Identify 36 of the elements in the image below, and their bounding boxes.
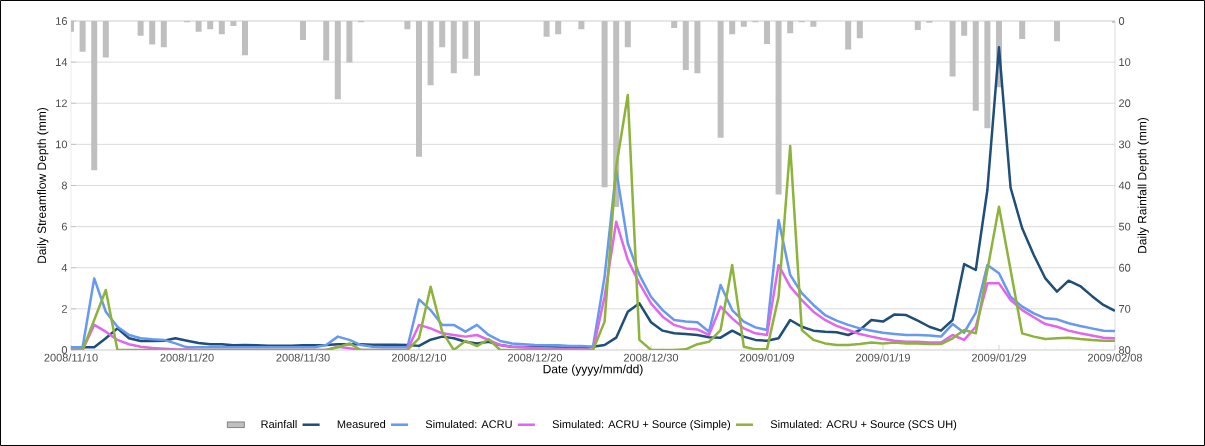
y-tick-label: 16 — [56, 17, 67, 25]
legend-label: Simulated: ACRU + Source (SCS UH) — [770, 419, 957, 431]
y2-tick-label: 50 — [1118, 222, 1131, 231]
y-tick-label: 8 — [61, 181, 67, 190]
y-tick-label: 12 — [56, 99, 67, 108]
y2-tick-label: 60 — [1119, 263, 1131, 272]
y2-tick-label: 10 — [1119, 58, 1131, 67]
x-tick-label: 2008/11/10 — [44, 353, 98, 362]
x-tick-label: 2008/12/10 — [392, 353, 447, 362]
x-tick-label: 2009/02/08 — [1088, 353, 1143, 362]
y-tick-label: 4 — [61, 263, 68, 272]
y-tick-label: 2 — [61, 305, 67, 313]
y2-tick-label: 70 — [1119, 304, 1131, 313]
x-tick-label: 2009/01/29 — [972, 353, 1026, 362]
y2-tick-label: 20 — [1119, 99, 1131, 108]
y-tick-label: 6 — [61, 222, 67, 231]
x-axis-title: Date (yyyy/mm/dd) — [543, 364, 643, 376]
y-axis-title: Daily Streamflow Depth (mm) — [37, 107, 49, 263]
legend-label: Rainfall — [261, 419, 297, 429]
y2-tick-label: 40 — [1118, 181, 1131, 190]
y2-tick-label: 30 — [1118, 140, 1131, 149]
y-tick-label: 0 — [61, 346, 68, 354]
y-tick-label: 10 — [56, 140, 68, 149]
x-tick-label: 2008/11/30 — [276, 353, 330, 362]
y-tick-label: 14 — [56, 58, 68, 66]
legend-label: Measured — [337, 419, 386, 429]
x-tick-label: 2008/12/20 — [508, 353, 563, 362]
legend-label: Simulated: ACRU — [425, 419, 512, 429]
y2-tick-label: 0 — [1118, 17, 1125, 25]
y2-tick-label: 80 — [1118, 346, 1131, 354]
x-tick-label: 2009/01/19 — [856, 353, 910, 362]
legend-label: Simulated: ACRU + Source (Simple) — [552, 419, 731, 431]
x-tick-label: 2008/11/20 — [160, 353, 214, 362]
x-tick-label: 2009/01/09 — [740, 353, 794, 362]
x-tick-label: 2008/12/30 — [624, 353, 679, 362]
y2-axis-title: Daily Rainfall Depth (mm) — [1137, 117, 1149, 253]
